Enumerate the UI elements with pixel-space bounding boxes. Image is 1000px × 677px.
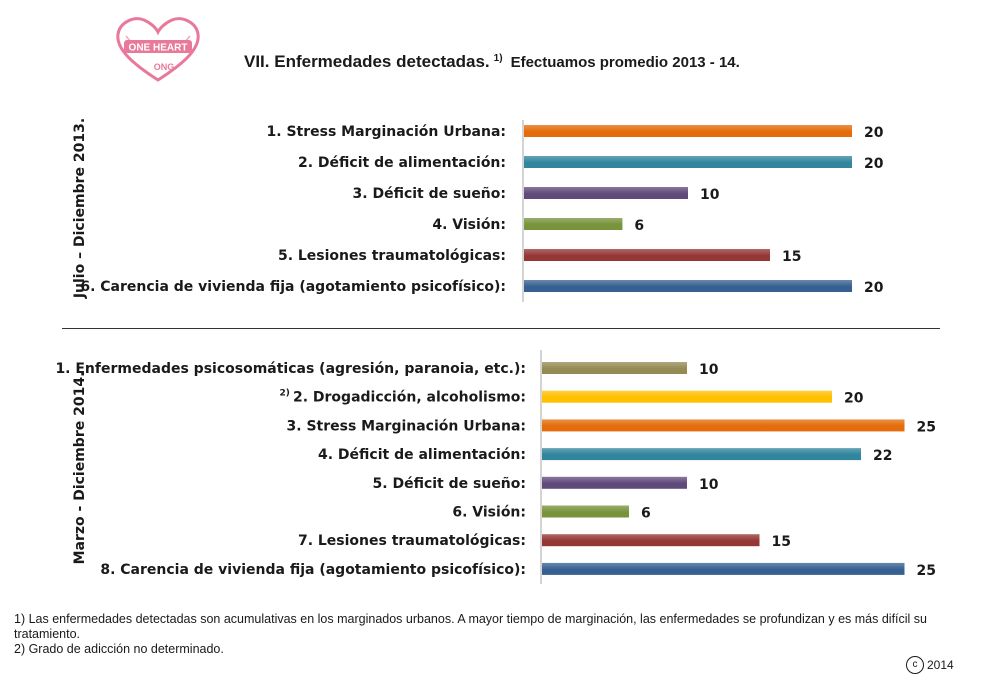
chart-2-bar-6 — [542, 505, 629, 518]
chart-2-bar-2 — [542, 390, 832, 403]
chart-2-value-label-6: 6 — [641, 506, 651, 522]
footnote-2: 2) Grado de adicción no determinado. — [14, 642, 224, 656]
chart-2-bar-7 — [542, 534, 760, 547]
chart-1-bar-3 — [524, 187, 688, 199]
chart-1-bar-6 — [524, 280, 852, 292]
chart-2-value-label-5: 10 — [699, 477, 719, 493]
footnotes: 1) Las enfermedades detectadas son acumu… — [14, 612, 989, 657]
chart-1-value-label-4: 6 — [634, 218, 644, 234]
chart-2-value-label-3: 25 — [917, 419, 936, 435]
chart-1-value-label-1: 20 — [864, 125, 884, 141]
logo-text-ong: ONG — [154, 62, 175, 72]
chart-2-category-label-6: 6. Visión: — [452, 505, 526, 521]
chart-2-category-sup-2: 2) — [279, 389, 293, 399]
chart-2-bar-4 — [542, 448, 861, 461]
heart-icon — [116, 17, 200, 82]
title-footnote-ref: 1) — [493, 52, 503, 64]
chart-2-category-label-3: 3. Stress Marginación Urbana: — [287, 418, 526, 434]
chart-2-category-label-5: 5. Déficit de sueño: — [373, 476, 526, 492]
chart-1-category-label-2: 2. Déficit de alimentación: — [298, 155, 506, 171]
section-divider — [62, 328, 940, 329]
chart-1-value-label-3: 10 — [700, 187, 720, 203]
chart-2-category-label-8: 8. Carencia de vivienda fija (agotamient… — [100, 562, 526, 578]
chart-1-bar-4 — [524, 218, 623, 230]
chart-1-bar-1 — [524, 125, 852, 137]
chart-1-category-label-1: 1. Stress Marginación Urbana: — [267, 124, 506, 140]
copyright: c 2014 — [906, 656, 954, 674]
chart-1-value-label-5: 15 — [782, 249, 801, 265]
copyright-icon: c — [906, 656, 924, 674]
chart-2-bar-1 — [542, 362, 687, 374]
chart-2-value-label-7: 15 — [772, 534, 791, 550]
chart-2-bar-8 — [542, 562, 905, 575]
chart-1-category-label-5: 5. Lesiones traumatológicas: — [278, 248, 506, 264]
title-subtitle: Efectuamos promedio 2013 - 14. — [510, 54, 740, 71]
chart-1-category-label-3: 3. Déficit de sueño: — [353, 186, 506, 202]
footnote-1: 1) Las enfermedades detectadas son acumu… — [14, 612, 928, 641]
chart-2-bar-5 — [542, 476, 687, 489]
chart-1-bar-2 — [524, 156, 852, 168]
chart-1-category-label-6: 6. Carencia de vivienda fija (agotamient… — [80, 279, 506, 295]
chart-2-value-label-1: 10 — [699, 362, 719, 378]
chart-title: VII. Enfermedades detectadas. 1) Efectuamo… — [244, 52, 740, 72]
chart-1-value-label-2: 20 — [864, 156, 884, 172]
copyright-year: 2014 — [927, 658, 954, 672]
chart-2-category-label-7: 7. Lesiones traumatológicas: — [298, 533, 526, 549]
chart-2-category-label-1: 1. Enfermedades psicosomáticas (agresión… — [55, 361, 526, 377]
chart-1-bar-5 — [524, 249, 770, 261]
one-heart-logo: ONE HEART ONG — [116, 17, 200, 82]
chart-2-value-label-4: 22 — [873, 448, 892, 464]
chart-2-category-label-2: 2) 2. Drogadicción, alcoholismo: — [279, 389, 526, 406]
title-main: VII. Enfermedades detectadas. — [244, 52, 490, 71]
chart-1-value-label-6: 20 — [864, 280, 884, 296]
chart-1-category-label-4: 4. Visión: — [432, 217, 506, 233]
chart-2-value-label-8: 25 — [917, 563, 936, 579]
chart-2-value-label-2: 20 — [844, 391, 864, 407]
logo-text-one-heart: ONE HEART — [129, 43, 188, 54]
chart-2-bar-3 — [542, 419, 905, 432]
chart-2-category-label-4: 4. Déficit de alimentación: — [318, 447, 526, 463]
